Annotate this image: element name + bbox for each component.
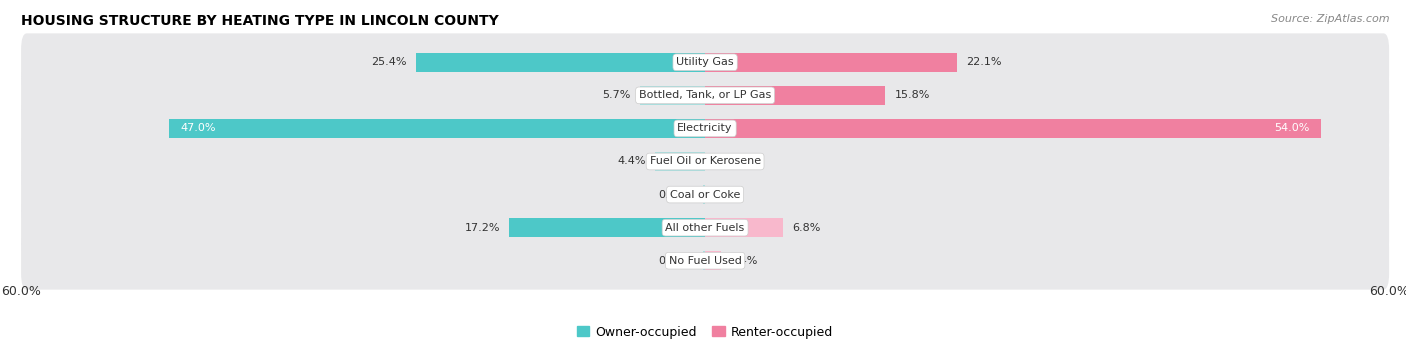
Text: HOUSING STRUCTURE BY HEATING TYPE IN LINCOLN COUNTY: HOUSING STRUCTURE BY HEATING TYPE IN LIN… [21, 14, 499, 28]
FancyBboxPatch shape [21, 66, 1389, 124]
Bar [703, 251, 706, 270]
Text: 47.0%: 47.0% [181, 123, 217, 133]
Text: 0.0%: 0.0% [714, 156, 742, 167]
Text: 15.8%: 15.8% [894, 90, 929, 100]
Text: 25.4%: 25.4% [371, 57, 406, 67]
Bar [509, 218, 706, 237]
Text: 1.4%: 1.4% [730, 256, 759, 266]
Bar [706, 53, 957, 72]
FancyBboxPatch shape [21, 166, 1389, 223]
Bar [655, 152, 706, 171]
Text: All other Fuels: All other Fuels [665, 223, 745, 233]
Text: Bottled, Tank, or LP Gas: Bottled, Tank, or LP Gas [638, 90, 772, 100]
Text: 54.0%: 54.0% [1274, 123, 1309, 133]
Bar [640, 86, 706, 105]
Bar [169, 119, 706, 138]
Text: 22.1%: 22.1% [966, 57, 1001, 67]
FancyBboxPatch shape [21, 33, 1389, 91]
Text: Electricity: Electricity [678, 123, 733, 133]
Text: No Fuel Used: No Fuel Used [669, 256, 741, 266]
FancyBboxPatch shape [21, 232, 1389, 290]
Text: 0.22%: 0.22% [658, 256, 693, 266]
Text: Utility Gas: Utility Gas [676, 57, 734, 67]
FancyBboxPatch shape [21, 199, 1389, 257]
Text: 17.2%: 17.2% [464, 223, 501, 233]
Text: 6.8%: 6.8% [792, 223, 820, 233]
Text: 0.0%: 0.0% [714, 190, 742, 200]
Legend: Owner-occupied, Renter-occupied: Owner-occupied, Renter-occupied [572, 321, 838, 340]
FancyBboxPatch shape [21, 100, 1389, 157]
Bar [706, 119, 1320, 138]
Text: Coal or Coke: Coal or Coke [669, 190, 741, 200]
Text: 0.22%: 0.22% [658, 190, 693, 200]
Text: Source: ZipAtlas.com: Source: ZipAtlas.com [1271, 14, 1389, 23]
FancyBboxPatch shape [21, 133, 1389, 190]
Bar [703, 185, 706, 204]
Bar [416, 53, 706, 72]
Text: Fuel Oil or Kerosene: Fuel Oil or Kerosene [650, 156, 761, 167]
Text: 5.7%: 5.7% [603, 90, 631, 100]
Bar [706, 218, 783, 237]
Bar [706, 251, 721, 270]
Text: 4.4%: 4.4% [617, 156, 645, 167]
Bar [706, 86, 886, 105]
